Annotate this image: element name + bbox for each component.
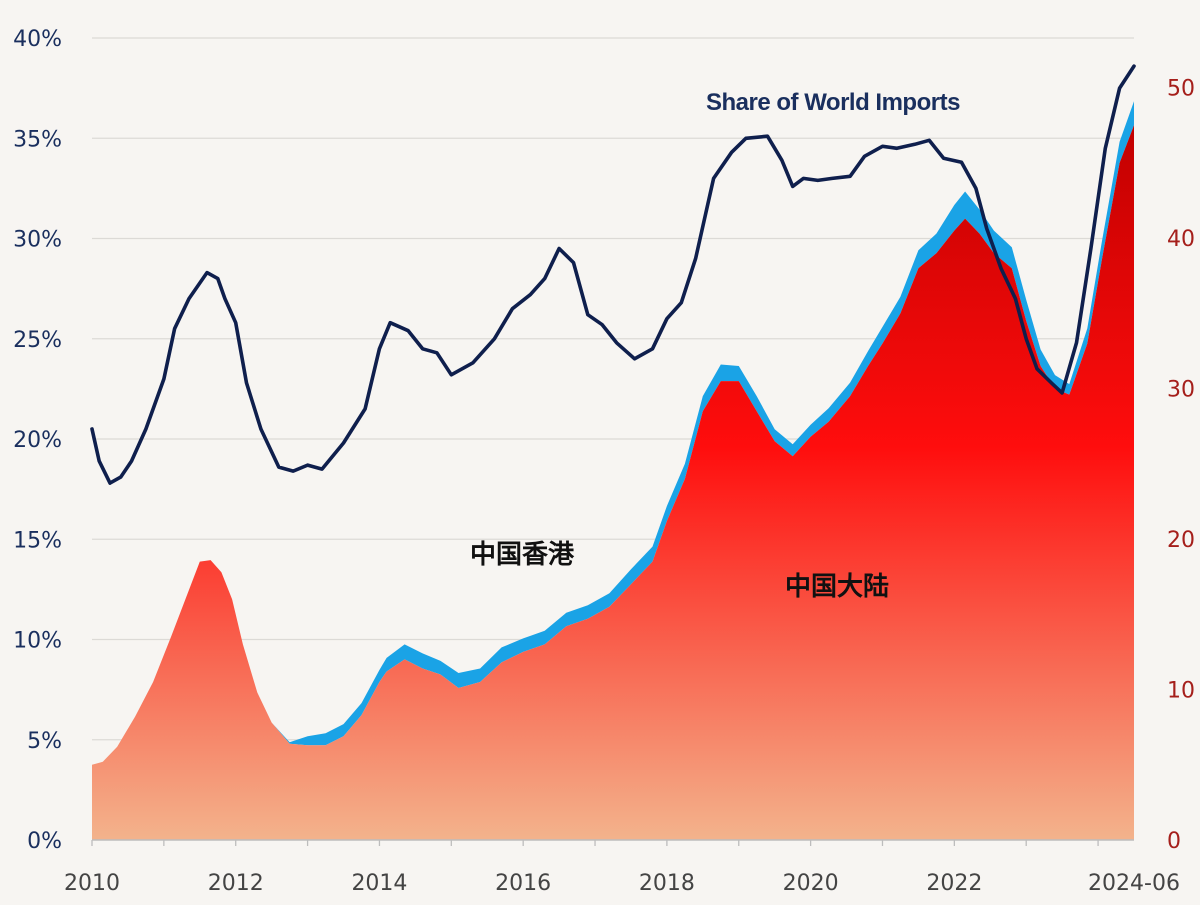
y-right-tick-label: 0 xyxy=(1167,829,1181,854)
y-left-tick-label: 0% xyxy=(27,829,62,854)
y-left-tick-label: 25% xyxy=(13,328,62,353)
y-left-tick-label: 20% xyxy=(13,428,62,453)
x-tick-label: 2018 xyxy=(639,871,695,896)
x-tick-label: 2020 xyxy=(783,871,839,896)
share-of-world-imports-line xyxy=(90,64,1136,485)
x-tick-label: 2014 xyxy=(351,871,407,896)
y-left-tick-label: 5% xyxy=(27,729,62,754)
y-right-tick-label: 10 xyxy=(1167,679,1195,704)
line-series-label: Share of World Imports xyxy=(706,89,960,116)
x-tick-label: 2012 xyxy=(208,871,264,896)
x-tick-label: 2010 xyxy=(64,871,120,896)
y-left-tick-label: 35% xyxy=(13,127,62,152)
x-tick-label: 2022 xyxy=(926,871,982,896)
mainland-area xyxy=(92,125,1134,841)
x-tick-label: 2016 xyxy=(495,871,551,896)
axes: 0% 5% 10% 15% 20% 25% 30% 35% 40% 0 10 20 30 40 50 2010… xyxy=(13,27,1195,896)
areas xyxy=(92,101,1134,841)
y-left-tick-label: 10% xyxy=(13,629,62,654)
mainland-area-label: 中国大陆 xyxy=(785,571,889,602)
x-tick-label: 2024-06 xyxy=(1088,871,1180,896)
y-right-tick-label: 40 xyxy=(1167,227,1195,252)
y-left-tick-label: 40% xyxy=(13,27,62,52)
lines xyxy=(90,64,1136,485)
hk-area-label: 中国香港 xyxy=(470,540,575,570)
y-right-tick-label: 20 xyxy=(1167,528,1195,553)
y-left-tick-label: 15% xyxy=(13,528,62,553)
y-right-tick-label: 50 xyxy=(1167,77,1195,102)
y-left-tick-label: 30% xyxy=(13,228,62,253)
y-right-tick-label: 30 xyxy=(1167,378,1195,403)
